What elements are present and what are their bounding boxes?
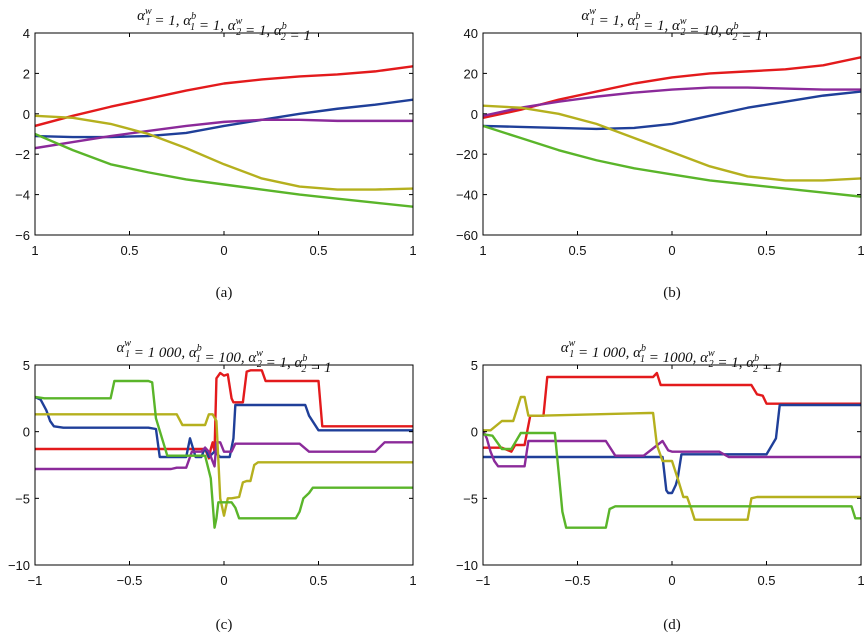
- y-tick-label: 2: [23, 66, 30, 81]
- x-tick-label: 0.5: [309, 573, 327, 588]
- series-line-1: [35, 65, 413, 128]
- chart-panel-3: −1 −0.5 0 0.5 1 −10 −5 0 5 αw 1 = 1 000, αb 1 = 100…: [8, 338, 417, 633]
- x-tick-label: 0.5: [757, 243, 775, 258]
- x-tick-label: 0.5: [309, 243, 327, 258]
- series-line-2: [483, 403, 861, 495]
- series-line-4: [483, 104, 861, 182]
- series-group: [35, 369, 413, 529]
- panel-caption: (c): [216, 617, 233, 633]
- y-tick-label: −60: [456, 228, 478, 243]
- y-tick-label: −5: [15, 491, 30, 506]
- series-line-2: [35, 395, 413, 459]
- x-tick-label: 1: [857, 243, 864, 258]
- chart-title: αw 1 = 1 000, αb 1 = 100, αw 2 = 1, αb 2 = 1: [116, 338, 331, 376]
- x-tick-label: 0: [220, 573, 227, 588]
- y-tick-label: −10: [456, 558, 478, 573]
- series-group: [35, 65, 413, 208]
- x-tick-label: −1: [28, 573, 43, 588]
- y-tick-label: 0: [23, 425, 30, 440]
- y-tick-label: 0: [23, 107, 30, 122]
- x-tick-label: 0: [668, 573, 675, 588]
- x-tick-label: 0: [220, 243, 227, 258]
- y-tick-label: 5: [471, 358, 478, 373]
- y-tick-label: 5: [23, 358, 30, 373]
- y-tick-label: −4: [15, 188, 30, 203]
- y-tick-label: −10: [8, 558, 30, 573]
- y-tick-label: −6: [15, 228, 30, 243]
- x-tick-label: 0.5: [757, 573, 775, 588]
- x-tick-label: 1: [409, 573, 416, 588]
- series-line-1: [483, 371, 861, 453]
- series-group: [483, 371, 861, 529]
- series-line-4: [35, 114, 413, 191]
- series-line-2: [35, 98, 413, 139]
- x-tick-label: −0.5: [117, 573, 143, 588]
- x-tick-label: 1: [479, 243, 486, 258]
- y-tick-label: −2: [15, 147, 30, 162]
- series-line-3: [35, 441, 413, 471]
- series-line-5: [35, 132, 413, 208]
- y-tick-label: 20: [464, 66, 478, 81]
- panel-caption: (a): [216, 285, 233, 301]
- chart-panel-4: −1 −0.5 0 0.5 1 −10 −5 0 5 αw 1 = 1 000, αb 1 = 100…: [456, 338, 865, 633]
- series-line-5: [483, 124, 861, 198]
- panel-caption: (b): [663, 285, 681, 301]
- y-tick-label: −20: [456, 147, 478, 162]
- series-line-3: [35, 118, 413, 150]
- x-tick-label: 0: [668, 243, 675, 258]
- x-tick-label: 0.5: [120, 243, 138, 258]
- plot-frame: [482, 32, 862, 236]
- y-tick-label: 0: [471, 425, 478, 440]
- chart-title: αw 1 = 1 000, αb 1 = 1000, αw 2 = 1, αb 2 = …: [561, 338, 784, 376]
- x-tick-label: −0.5: [565, 573, 591, 588]
- series-line-1: [483, 56, 861, 120]
- y-tick-label: −40: [456, 188, 478, 203]
- plot-frame: [34, 32, 414, 236]
- series-line-4: [483, 395, 861, 521]
- series-line-1: [35, 369, 413, 460]
- series-line-4: [35, 413, 413, 517]
- y-tick-label: 0: [471, 107, 478, 122]
- plot-frame: [34, 364, 414, 566]
- y-tick-label: −5: [463, 491, 478, 506]
- x-tick-label: 1: [409, 243, 416, 258]
- series-line-2: [483, 90, 861, 131]
- chart-title: αw 1 = 1, αb 1 = 1, αw 2 = 1, αb 2 = 1: [137, 6, 311, 44]
- series-line-3: [483, 429, 861, 468]
- x-tick-label: 0.5: [568, 243, 586, 258]
- y-tick-label: 40: [464, 26, 478, 41]
- panel-caption: (d): [663, 617, 681, 633]
- series-line-5: [35, 379, 413, 529]
- x-tick-label: 1: [31, 243, 38, 258]
- series-group: [483, 56, 861, 198]
- plot-frame: [482, 364, 862, 566]
- x-tick-label: 1: [857, 573, 864, 588]
- series-line-5: [483, 431, 861, 529]
- y-tick-label: 4: [23, 26, 30, 41]
- x-tick-label: −1: [476, 573, 491, 588]
- series-line-3: [483, 86, 861, 117]
- chart-title: αw 1 = 1, αb 1 = 1, αw 2 = 10, αb 2 = 1: [581, 6, 762, 44]
